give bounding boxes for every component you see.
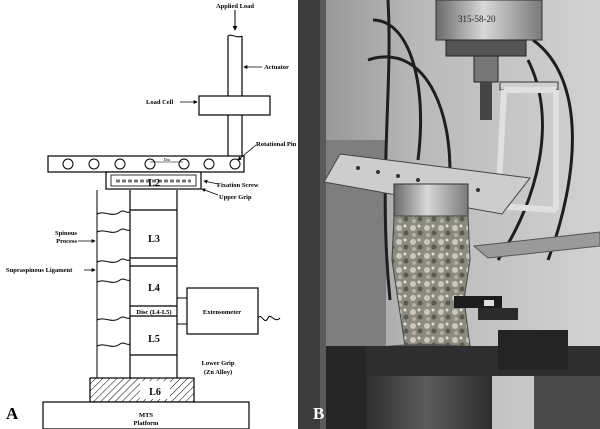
panel-letter-a: A: [6, 404, 19, 423]
fixation-bar: Dist: [47, 155, 245, 173]
extensometer-box: [186, 287, 259, 335]
spinous-process-column: [96, 190, 131, 378]
spine-specimen: [391, 215, 471, 353]
bracket: [495, 87, 559, 213]
upper-grip-label: Upper Grip: [219, 194, 252, 201]
lower-grip-label-2: (Zn Alloy): [204, 369, 232, 376]
extensometer-photo: [454, 296, 502, 308]
load-cell: [198, 95, 271, 116]
panel-letter-b: B: [313, 404, 324, 423]
actuator-label: Actuator: [264, 64, 289, 71]
mts-label: MTS: [139, 412, 153, 419]
supraspinous-ligament-label: Supraspinous Ligament: [6, 267, 73, 274]
spinous-process-label-2: Process: [56, 238, 77, 245]
load-cell-label: Load Cell: [146, 99, 173, 106]
spinous-process-label: Spinous: [55, 230, 78, 237]
vertebral-column: [129, 190, 178, 378]
mts-platform: [42, 401, 250, 429]
cylinder-text: 315-58-20: [458, 14, 496, 24]
mts-label-2: Platform: [134, 420, 159, 427]
upper-grip: [105, 171, 202, 190]
upper-grip-photo: [393, 183, 469, 219]
diagram-panel-a: Applied Load Actuator Load Cell Dist Rot…: [6, 3, 297, 429]
shelf: [472, 231, 600, 259]
vertebra-l5: L5: [148, 334, 160, 345]
lower-grip-label: Lower Grip: [202, 360, 235, 367]
photo-panel-b: 315-58-20 B: [298, 0, 600, 429]
fixation-screw-label: Fixation Screw: [217, 182, 259, 189]
rotational-pin-label: Rotational Pin: [256, 141, 297, 148]
disc-l4-l5: Disc (L4-L5): [136, 309, 171, 316]
dist-label: Dist: [164, 157, 172, 162]
vertebra-l4: L4: [148, 283, 160, 294]
extensometer-label: Extensometer: [203, 309, 241, 316]
vertebra-l3: L3: [148, 234, 160, 245]
applied-load-label: Applied Load: [216, 3, 254, 10]
vertebra-l6: L6: [149, 387, 161, 398]
vertebra-l2: L2: [148, 178, 160, 189]
actuator-cylinder: [435, 0, 543, 41]
